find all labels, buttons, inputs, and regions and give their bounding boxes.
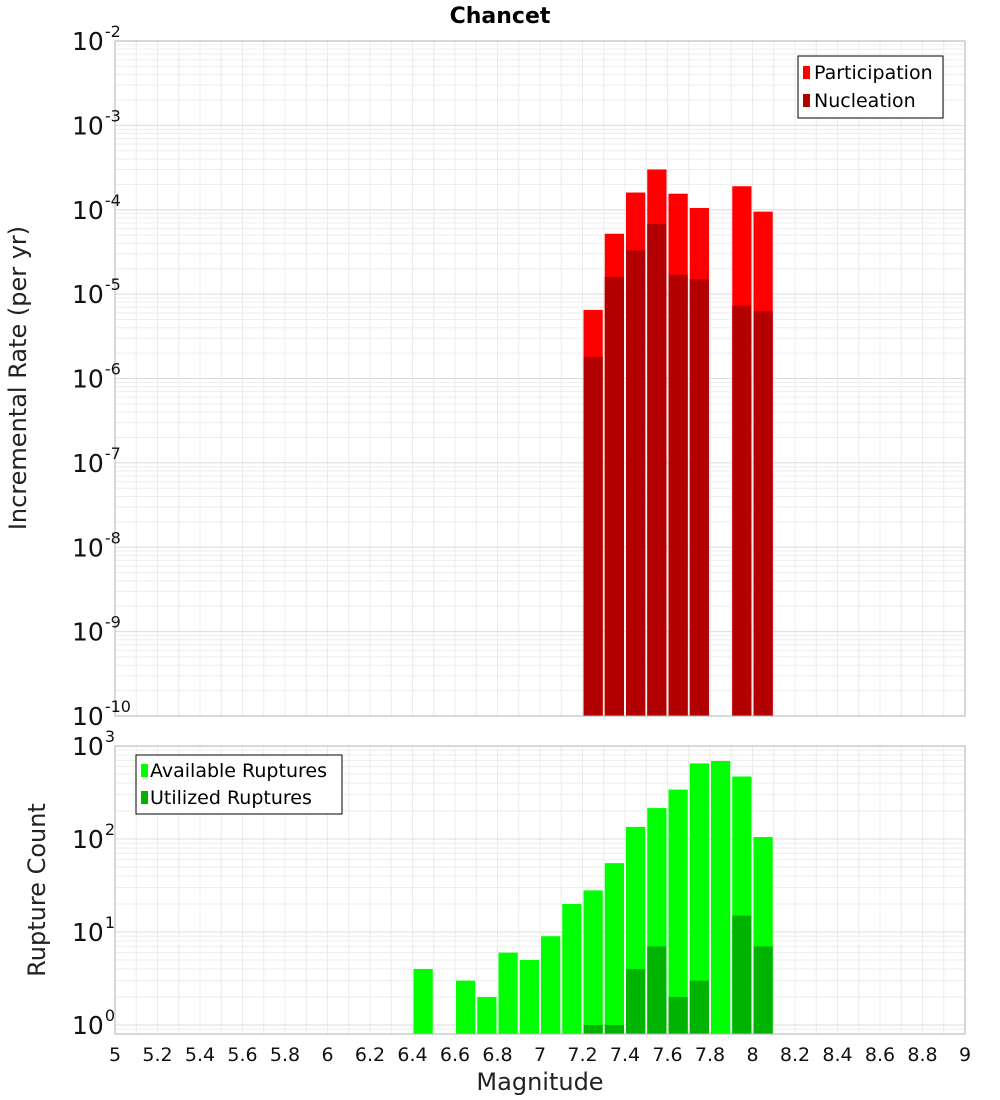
x-tick-label: 8.2 [780, 1044, 810, 1066]
y-tick-label: 10-4 [72, 191, 121, 225]
rate-y-axis-label: Incremental Rate (per yr) [4, 226, 32, 530]
y-tick-label: 100 [72, 1006, 115, 1040]
count-panel: 100 101 102 103 5 5.2 5.4 5.6 5.8 6 6.2 6.4 6.6 6.8 7… [23, 727, 971, 1096]
rate-bar-nucleation [689, 279, 709, 716]
chart-title: Chancet [450, 4, 551, 29]
y-tick-label: 10-9 [72, 613, 121, 647]
y-tick-label: 10-6 [72, 360, 121, 394]
count-bar-utilized-ruptures [583, 1024, 603, 1034]
y-tick-label: 10-7 [72, 444, 121, 478]
count-bar-utilized-ruptures [689, 980, 709, 1034]
x-tick-label: 8.8 [907, 1044, 937, 1066]
count-y-axis-label: Rupture Count [23, 803, 51, 977]
rate-bar-nucleation [668, 274, 688, 716]
count-bar-utilized-ruptures [604, 1024, 624, 1034]
count-bar-utilized-ruptures [647, 946, 667, 1034]
rate-bar-nucleation [753, 311, 773, 716]
count-bar-available-ruptures [689, 763, 709, 1034]
y-tick-label: 10-8 [72, 528, 121, 562]
y-tick-label: 102 [72, 820, 115, 854]
y-tick-label: 10-2 [72, 22, 121, 56]
count-bar-available-ruptures [541, 936, 561, 1034]
count-bar-available-ruptures [668, 789, 688, 1034]
count-bar-utilized-ruptures [626, 968, 646, 1034]
x-tick-label: 7.6 [652, 1044, 682, 1066]
legend-available-ruptures-label: Available Ruptures [150, 760, 327, 782]
count-bar-available-ruptures [456, 980, 476, 1034]
legend-nucleation-swatch [803, 94, 810, 107]
rate-legend-box [797, 55, 944, 119]
y-tick-label: 10-3 [72, 106, 121, 140]
x-tick-label: 5.8 [270, 1044, 300, 1066]
rate-bar-nucleation [604, 276, 624, 716]
x-tick-label: 7 [534, 1044, 546, 1066]
legend-utilized-ruptures-swatch [141, 791, 148, 804]
legend-available-ruptures-swatch [141, 764, 148, 777]
count-y-tick-labels: 100 101 102 103 [72, 727, 115, 1040]
x-tick-label: 7.4 [610, 1044, 640, 1066]
x-tick-label: 5.6 [227, 1044, 257, 1066]
count-bar-utilized-ruptures [668, 996, 688, 1034]
rate-y-tick-labels: 10-10 10-9 10-8 10-7 10-6 10-5 10-4 10-3 10-2 [72, 22, 131, 731]
rate-plot-frame [114, 40, 966, 717]
y-tick-label: 103 [72, 727, 115, 761]
count-legend-box [135, 754, 343, 815]
count-plot-frame [114, 745, 966, 1035]
count-bars [413, 760, 773, 1034]
rate-bar-nucleation [626, 250, 646, 717]
count-bar-available-ruptures [477, 996, 497, 1034]
count-bar-available-ruptures [413, 968, 433, 1034]
y-tick-label: 101 [72, 913, 115, 947]
count-bar-available-ruptures [711, 760, 731, 1034]
x-tick-label: 9 [959, 1044, 971, 1066]
legend-nucleation-label: Nucleation [814, 90, 916, 112]
x-tick-label: 6 [321, 1044, 333, 1066]
x-tick-label: 7.8 [695, 1044, 725, 1066]
rate-panel: 10-10 10-9 10-8 10-7 10-6 10-5 10-4 10-3 10-2 In… [4, 22, 966, 731]
legend-participation-swatch [803, 66, 810, 79]
rate-bar-nucleation [583, 356, 603, 716]
count-bar-available-ruptures [604, 863, 624, 1034]
rate-gridlines [114, 40, 966, 717]
x-tick-label: 6.8 [482, 1044, 512, 1066]
count-bar-available-ruptures [562, 903, 582, 1034]
x-tick-label: 6.2 [355, 1044, 385, 1066]
y-tick-label: 10-5 [72, 275, 121, 309]
x-tick-label: 8.4 [822, 1044, 852, 1066]
count-legend: Available Ruptures Utilized Ruptures [135, 754, 343, 815]
x-tick-label: 6.4 [397, 1044, 427, 1066]
x-tick-label: 5.2 [142, 1044, 172, 1066]
legend-participation-label: Participation [814, 62, 933, 84]
count-bar-available-ruptures [519, 959, 539, 1034]
x-tick-label: 5.4 [185, 1044, 215, 1066]
x-tick-label: 5 [109, 1044, 121, 1066]
count-bar-available-ruptures [498, 952, 518, 1034]
legend-utilized-ruptures-label: Utilized Ruptures [150, 787, 312, 809]
x-tick-label: 6.6 [440, 1044, 470, 1066]
magnitude-x-tick-labels: 5 5.2 5.4 5.6 5.8 6 6.2 6.4 6.6 6.8 7 7.2 7.4 7.6 7.8 8… [109, 1044, 971, 1066]
magnitude-x-axis-label: Magnitude [476, 1068, 603, 1096]
rate-bar-nucleation [732, 305, 752, 716]
x-tick-label: 8.6 [865, 1044, 895, 1066]
x-tick-label: 8 [746, 1044, 758, 1066]
rate-bars [583, 169, 773, 717]
count-bar-available-ruptures [583, 890, 603, 1034]
count-bar-utilized-ruptures [753, 946, 773, 1034]
rate-legend: Participation Nucleation [797, 55, 944, 119]
count-bar-utilized-ruptures [732, 915, 752, 1034]
y-tick-label: 10-10 [72, 697, 131, 731]
rate-bar-nucleation [647, 223, 667, 716]
x-tick-label: 7.2 [567, 1044, 597, 1066]
